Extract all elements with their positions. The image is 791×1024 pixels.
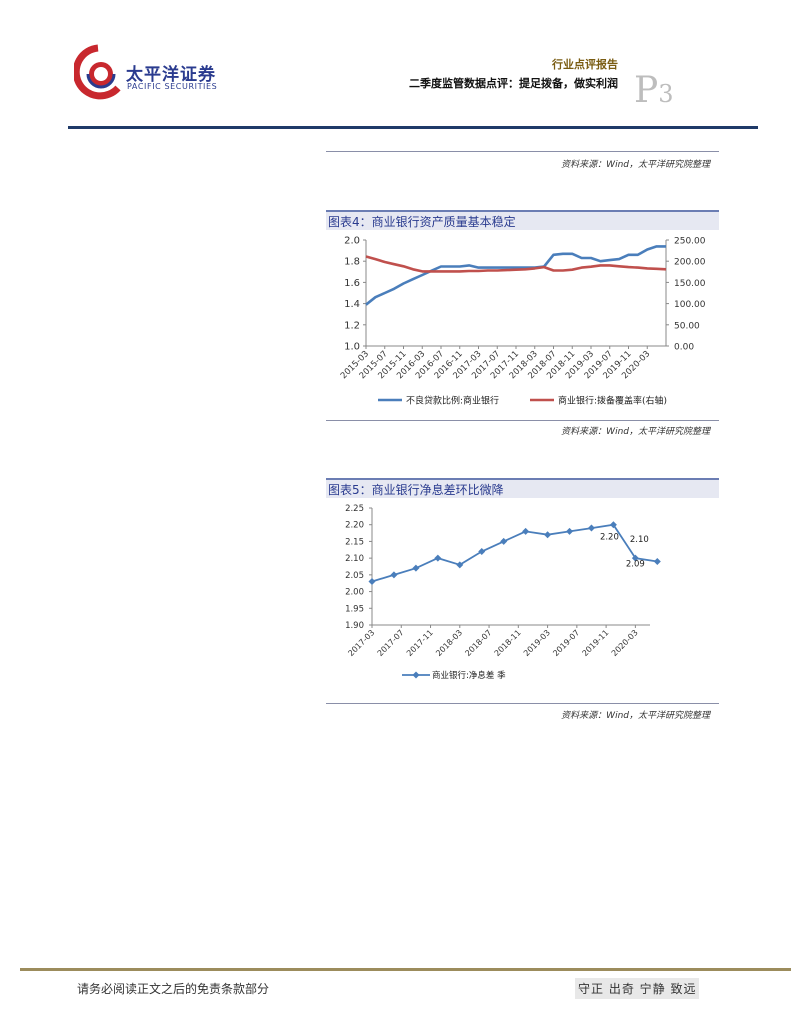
y2-tick-label: 150.00: [674, 279, 706, 289]
y-tick-label: 2.00: [345, 588, 364, 598]
source-note: 资料来源：Wind，太平洋研究院整理: [561, 160, 710, 170]
footer-divider: [20, 968, 791, 971]
figure-4-chart: 2.0 1.8 1.6 1.4 1.2 1.0 250.00 200.00 150.00 100.…: [339, 236, 706, 407]
figure-4-title: 图表4：商业银行资产质量基本稳定: [326, 210, 719, 230]
series-line: [365, 255, 667, 273]
y-tick-label: 2.20: [345, 521, 364, 531]
series-line: [371, 523, 658, 583]
company-name-cn: 太平洋证券: [126, 65, 216, 85]
data-point: [456, 561, 464, 569]
header-divider: [68, 126, 758, 129]
disclaimer-note: 请务必阅读正文之后的免责条款部分: [77, 982, 270, 996]
y2-tick-label: 100.00: [674, 300, 706, 310]
y2-tick-label: 50.00: [674, 321, 700, 331]
source-note: 资料来源：Wind，太平洋研究院整理: [561, 711, 710, 721]
y-tick-label: 1.90: [345, 621, 364, 631]
y-tick-label: 2.10: [345, 554, 364, 564]
data-point: [587, 524, 595, 532]
y-tick-label: 1.6: [344, 278, 360, 289]
divider: [326, 420, 719, 421]
x-tick-label: 2020-03: [610, 628, 640, 658]
y2-tick-label: 250.00: [674, 237, 706, 247]
y-tick-label: 2.05: [345, 571, 364, 581]
legend-label: 不良贷款比例:商业银行: [406, 395, 499, 407]
y-tick-label: 1.2: [344, 320, 360, 331]
legend-label: 商业银行:拨备覆盖率(右轴): [558, 395, 667, 407]
figure-5-title: 图表5：商业银行净息差环比微降: [326, 478, 719, 498]
data-point: [412, 564, 420, 572]
x-tick-label: 2019-07: [551, 628, 581, 658]
divider: [326, 703, 719, 704]
report-category: 行业点评报告: [552, 58, 618, 71]
x-tick-label: 2019-03: [522, 628, 552, 658]
data-label: 2.09: [626, 559, 645, 569]
y-tick-label: 2.0: [344, 236, 360, 247]
divider: [326, 151, 719, 152]
page-number: P3: [634, 70, 674, 111]
y-tick-label: 1.95: [345, 604, 364, 614]
x-tick-label: 2018-07: [463, 628, 493, 658]
company-name-en: PACIFIC SECURITIES: [127, 82, 218, 91]
data-point: [478, 547, 486, 555]
x-tick-label: 2017-11: [405, 628, 435, 658]
x-tick-label: 2019-11: [581, 628, 611, 658]
data-point: [368, 578, 376, 586]
legend-label: 商业银行:净息差 季: [432, 670, 506, 681]
series-line: [365, 245, 666, 306]
y-tick-label: 1.8: [344, 257, 360, 268]
report-title: 二季度监管数据点评：提足拨备，做实利润: [409, 77, 618, 90]
y-tick-label: 2.15: [345, 537, 364, 547]
legend-marker: [412, 671, 420, 679]
data-point: [609, 521, 617, 529]
company-logo: [74, 44, 121, 100]
data-point: [500, 537, 508, 545]
data-point: [566, 527, 574, 535]
data-point: [653, 557, 661, 565]
x-tick-label: 2017-07: [376, 628, 406, 658]
y2-tick-label: 0.00: [674, 343, 694, 353]
y-tick-label: 2.25: [345, 504, 364, 514]
company-motto: 守正 出奇 宁静 致远: [575, 978, 700, 999]
data-point: [631, 554, 639, 562]
data-point: [544, 531, 552, 539]
x-tick-label: 2018-03: [434, 628, 464, 658]
data-point: [522, 527, 530, 535]
x-tick-label: 2017-03: [346, 628, 376, 658]
y-tick-label: 1.0: [344, 342, 360, 353]
y2-tick-label: 200.00: [674, 258, 706, 268]
data-label: 2.20: [600, 533, 619, 543]
data-point: [434, 554, 442, 562]
source-note: 资料来源：Wind，太平洋研究院整理: [561, 427, 710, 437]
x-tick-label: 2018-11: [493, 628, 523, 658]
y-tick-label: 1.4: [344, 299, 360, 310]
data-label: 2.10: [630, 535, 649, 545]
data-point: [390, 571, 398, 579]
